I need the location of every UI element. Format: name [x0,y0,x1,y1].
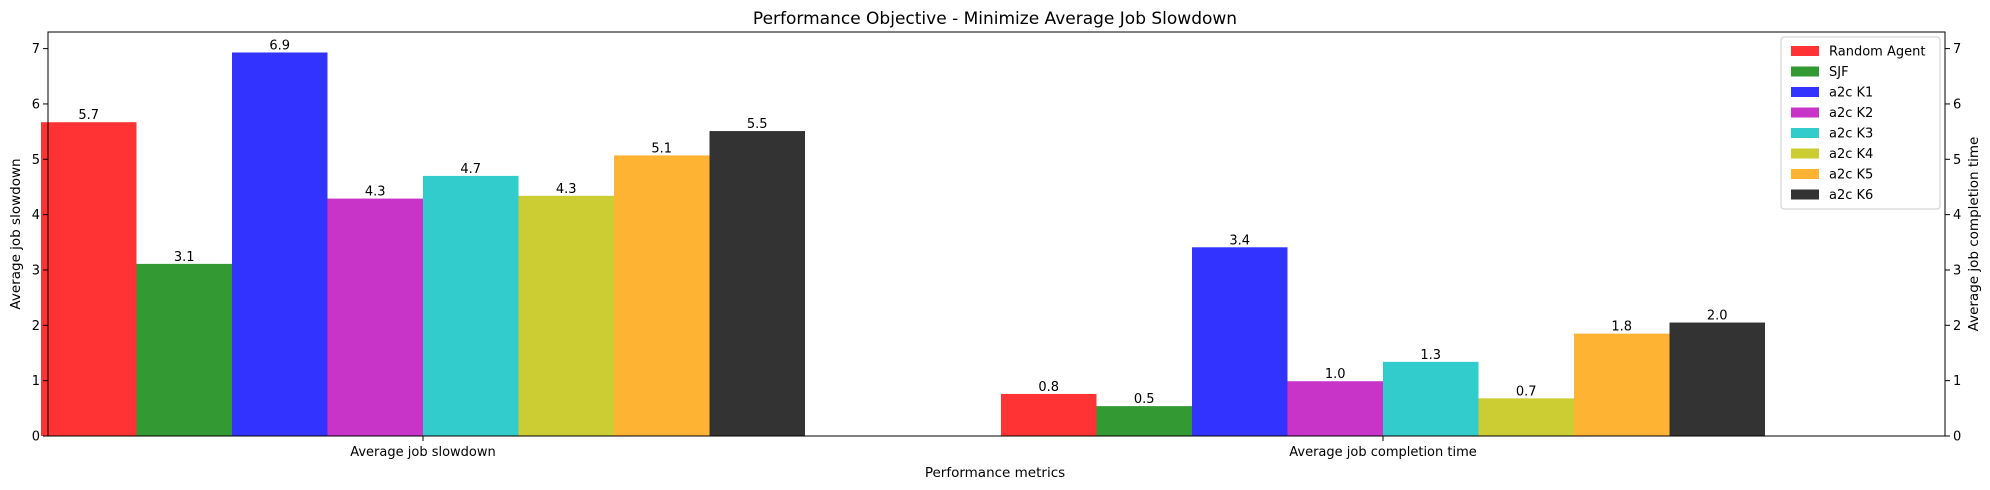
bar-value-label: 5.5 [747,117,768,132]
bar-value-label: 4.3 [365,185,386,200]
legend-label: a2c K5 [1829,168,1873,183]
bar-a2c-k6-2 [1669,322,1765,436]
bar-value-label: 4.3 [556,182,577,197]
bar-value-label: 4.7 [460,162,481,177]
bar-value-label: 1.8 [1611,320,1632,335]
y-tick-label: 2 [32,319,40,334]
y-axis-label-right: Average job completion time [1966,137,1982,332]
bar-a2c-k2-1 [327,198,423,436]
chart-title: Performance Objective - Minimize Average… [753,9,1237,29]
bar-a2c-k1-1 [232,52,328,436]
legend-swatch [1791,148,1819,159]
legend-label: a2c K6 [1829,188,1873,203]
bar-a2c-k3-1 [423,175,519,436]
bar-a2c-k2-2 [1287,381,1383,436]
y-right-tick-label: 5 [1953,153,1961,168]
x-tick-label: Average job slowdown [350,445,496,460]
legend: Random Agent SJF a2c K1 a2c K2 a2c K3 a2c K4 a… [1780,36,1941,210]
y-tick-label: 5 [32,153,40,168]
legend-box [1780,36,1941,210]
y-right-tick-label: 3 [1953,263,1961,278]
y-tick-label: 3 [32,263,40,278]
bar-sjf-1 [136,263,232,436]
y-tick-label: 1 [32,374,40,389]
legend-label: Random Agent [1829,45,1925,60]
x-axis: Average job slowdown Average job completi… [350,436,1477,460]
bar-random-agent-1 [41,122,137,437]
bar-value-label: 2.0 [1707,309,1728,324]
bar-value-label: 5.1 [651,141,672,156]
bar-labels-group: 5.7 0.8 3.1 0.5 6.9 3.4 4.3 1.0 4.7 1.3 4.3 0.7 5.1 1… [78,38,1727,407]
legend-label: a2c K2 [1829,106,1873,121]
legend-swatch [1791,107,1819,118]
y-tick-label: 4 [32,208,40,223]
bar-value-label: 0.8 [1038,380,1059,395]
y-tick-label: 6 [32,97,40,112]
legend-swatch [1791,46,1819,56]
bars-group [41,52,1765,437]
bar-a2c-k1-2 [1192,247,1288,436]
bar-value-label: 0.5 [1134,392,1155,407]
legend-label: a2c K4 [1829,147,1873,162]
y-tick-label: 7 [32,42,40,57]
bar-value-label: 1.0 [1325,367,1346,382]
bar-sjf-2 [1096,406,1192,436]
legend-swatch [1791,66,1819,77]
legend-swatch [1791,189,1819,200]
y-axis-right: 0 1 2 3 4 5 6 7 [1945,42,1961,445]
legend-swatch [1791,87,1819,97]
bar-a2c-k4-2 [1478,398,1574,436]
y-right-tick-label: 7 [1953,42,1961,57]
y-tick-label: 0 [32,430,40,445]
x-axis-label: Performance metrics [925,465,1065,481]
bar-value-label: 1.3 [1420,348,1441,363]
y-right-tick-label: 6 [1953,97,1961,112]
legend-label: a2c K1 [1829,86,1873,101]
y-axis-left: 0 1 2 3 4 5 6 7 [32,42,48,445]
x-tick-label: Average job completion time [1289,445,1477,460]
bar-a2c-k4-1 [518,195,614,436]
y-right-tick-label: 1 [1953,374,1961,389]
legend-swatch [1791,128,1819,138]
legend-label: SJF [1829,65,1849,80]
bar-value-label: 5.7 [78,108,99,123]
y-right-tick-label: 4 [1953,208,1961,223]
bar-value-label: 6.9 [269,38,290,53]
y-right-tick-label: 2 [1953,319,1961,334]
plot-spines [47,31,1946,437]
bar-a2c-k5-2 [1574,333,1670,436]
legend-label: a2c K3 [1829,127,1873,142]
bar-a2c-k6-1 [709,131,805,436]
bar-random-agent-2 [1001,393,1097,436]
bar-value-label: 3.4 [1229,233,1250,248]
bar-a2c-k5-1 [614,155,710,436]
bar-value-label: 3.1 [174,250,195,265]
y-right-tick-label: 0 [1953,430,1961,445]
bar-a2c-k3-2 [1383,361,1479,436]
bar-value-label: 0.7 [1516,384,1537,399]
y-axis-label-left: Average job slowdown [8,158,24,309]
legend-swatch [1791,169,1819,179]
